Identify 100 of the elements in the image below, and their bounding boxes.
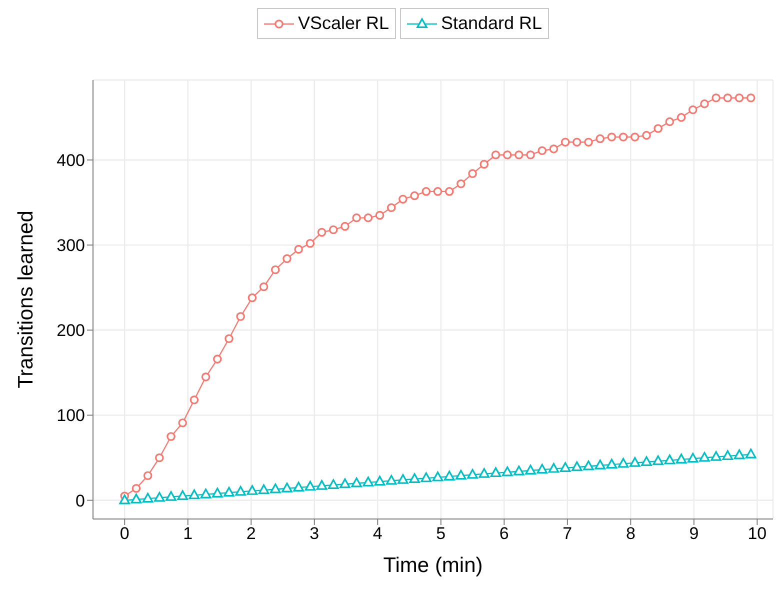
point — [491, 150, 500, 160]
point — [409, 473, 420, 484]
point — [629, 457, 640, 467]
y-axis-title: Transitions learned — [14, 210, 38, 388]
point — [712, 93, 720, 102]
point — [236, 312, 245, 321]
point — [618, 132, 628, 142]
point — [178, 418, 188, 428]
point — [734, 449, 745, 460]
point — [132, 484, 141, 493]
point — [480, 160, 489, 169]
point — [130, 494, 142, 504]
point — [293, 482, 304, 492]
point — [722, 450, 734, 460]
point — [224, 334, 234, 344]
y-tick-label: 100 — [56, 406, 85, 426]
point — [444, 470, 455, 480]
point — [514, 466, 524, 476]
point — [583, 460, 594, 470]
point — [490, 467, 502, 478]
point — [665, 117, 674, 126]
x-tick-label: 0 — [120, 524, 130, 544]
point — [710, 451, 722, 461]
point — [398, 474, 408, 484]
point — [166, 491, 176, 501]
point — [687, 452, 698, 463]
point — [526, 150, 535, 160]
point — [584, 138, 593, 147]
point — [641, 456, 652, 466]
point — [316, 480, 328, 490]
point — [745, 448, 756, 458]
point — [478, 468, 490, 478]
point — [596, 134, 605, 144]
point — [432, 472, 444, 482]
point — [700, 99, 709, 108]
point — [119, 494, 130, 504]
point — [676, 113, 686, 122]
point — [328, 479, 339, 489]
point — [248, 293, 257, 302]
point — [270, 265, 280, 274]
point — [536, 464, 548, 474]
point — [188, 489, 200, 500]
point — [746, 93, 756, 102]
point — [212, 488, 223, 498]
y-tick-label: 0 — [76, 491, 85, 510]
point — [594, 460, 606, 470]
point — [259, 282, 268, 292]
point — [375, 210, 384, 220]
point — [468, 169, 477, 178]
point — [166, 432, 176, 441]
point — [294, 244, 303, 254]
point — [351, 477, 362, 488]
point — [560, 462, 571, 472]
x-tick-label: 10 — [748, 524, 767, 544]
point — [525, 464, 536, 475]
point — [467, 468, 478, 479]
point — [538, 146, 547, 156]
point — [155, 453, 164, 462]
point — [328, 225, 338, 234]
x-tick-label: 3 — [310, 524, 320, 544]
point — [723, 93, 732, 102]
point — [386, 474, 397, 485]
point — [654, 124, 662, 133]
point — [201, 372, 210, 382]
point — [270, 483, 281, 494]
point — [154, 492, 165, 502]
point — [514, 150, 524, 160]
legend-label: VScaler RL — [298, 13, 389, 34]
point — [340, 222, 350, 231]
point — [502, 150, 512, 160]
point — [235, 486, 246, 496]
point — [548, 463, 560, 473]
point — [410, 191, 419, 200]
point — [190, 395, 199, 404]
point — [246, 485, 258, 495]
point — [177, 490, 188, 500]
point — [340, 478, 350, 488]
point — [502, 466, 513, 476]
point — [444, 187, 454, 196]
y-tick-label: 200 — [56, 321, 85, 340]
x-axis-title: Time (min) — [383, 554, 483, 577]
point — [398, 194, 408, 204]
point — [200, 488, 212, 498]
point — [420, 472, 432, 482]
x-tick-label: 2 — [246, 524, 256, 544]
x-tick-label: 7 — [562, 524, 572, 544]
point — [352, 213, 361, 222]
point — [456, 470, 466, 480]
x-tick-label: 6 — [499, 524, 509, 544]
x-tick-label: 8 — [626, 524, 636, 544]
legend-label: Standard RL — [440, 13, 542, 34]
point — [618, 458, 629, 468]
point — [142, 492, 154, 503]
point — [572, 138, 582, 147]
point — [304, 480, 316, 491]
point — [652, 455, 664, 466]
point — [606, 458, 618, 469]
point — [317, 228, 326, 237]
point — [433, 187, 442, 196]
point — [676, 454, 687, 464]
